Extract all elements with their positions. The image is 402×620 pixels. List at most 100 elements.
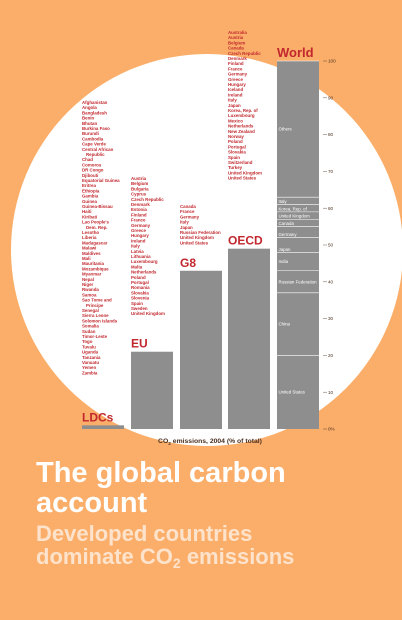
member-country-label: Ethiopia [82,188,100,193]
member-country-label: Italy [131,244,140,249]
member-country-label: Poland [131,275,146,280]
category-label-ldcs: LDCs [82,410,114,424]
member-country-label: Poland [228,139,243,144]
member-country-label: DR Congo [82,168,104,173]
bar-ldcs [82,425,124,429]
member-country-label: Cyprus [131,192,147,197]
bar-oecd [228,248,270,429]
member-country-label: Finland [131,212,147,217]
member-country-label: Iceland [228,87,243,92]
bar-world [277,61,319,429]
member-country-label: Djibouti [82,173,98,178]
member-country-label: Denmark [228,56,247,61]
member-country-label: Burkina Faso [82,126,110,131]
member-country-label: Finland [228,61,244,66]
member-country-label: Hungary [228,82,246,87]
member-country-label: Bulgaria [131,186,149,191]
member-country-label: Malta [131,264,143,269]
world-segment-label: Others [279,127,293,132]
member-country-label: Senegal [82,308,99,313]
member-country-label: Cambodia [82,136,104,141]
world-segment-label: Italy [279,199,288,204]
member-country-label: Eritrea [82,183,96,188]
member-country-label: France [228,66,243,71]
member-country-label: Maldives [82,251,101,256]
world-segment-label: China [279,322,291,327]
member-country-label: Samoa [82,292,97,297]
category-label-g8: G8 [180,256,196,270]
member-country-label: United Kingdom [228,170,262,175]
member-country-label: Mozambique [82,266,109,271]
member-country-label: Germany [131,223,151,228]
member-country-label: Italy [180,220,189,225]
member-country-label: United States [180,240,209,245]
y-tick-label: 20 [328,353,334,358]
member-country-label: Luxembourg [131,259,158,264]
member-country-label: Australia [228,30,247,35]
world-segment-label: Russian Federation [279,279,318,284]
member-country-label: Nepal [82,277,94,282]
y-tick-label: 80 [328,132,334,137]
member-country-label: Ireland [131,238,146,243]
member-country-label: Netherlands [228,124,254,129]
member-country-label: United Kingdom [131,311,165,316]
member-country-label: Malawi [82,246,96,251]
member-country-label: Portugal [131,280,149,285]
member-country-label: Luxembourg [228,113,255,118]
member-country-label: Sweden [131,306,148,311]
member-country-label: Canada [180,204,196,209]
member-country-label: Dem. Rep. [86,225,107,230]
member-country-label: Timor-Leste [82,334,108,339]
member-country-label: Italy [228,98,237,103]
member-country-label: Tuvalu [82,344,96,349]
member-country-label: Cape Verde [82,142,106,147]
member-country-label: Latvia [131,249,144,254]
member-country-label: Rwanda [82,287,99,292]
member-country-label: Japan [228,103,241,108]
member-country-label: Germany [180,214,200,219]
member-country-label: Czech Republic [228,51,261,56]
member-country-label: Netherlands [131,270,157,275]
member-country-label: Greece [131,228,146,233]
y-tick-label: 60 [328,206,334,211]
member-country-label: Lithuania [131,254,151,259]
member-country-label: Spain [131,301,143,306]
member-country-label: United States [228,176,257,181]
member-country-label: Mexico [228,118,243,123]
bar-g8 [180,270,222,429]
world-segment-label: India [279,259,289,264]
member-country-label: New Zealand [228,129,255,134]
world-segment-label: Japan [279,247,292,252]
member-country-label: Korea, Rep. of [228,108,258,113]
member-country-label: Kiribati [82,214,97,219]
member-country-label: Slovakia [131,290,149,295]
member-country-label: Germany [228,72,248,77]
y-tick-label: 70 [328,169,334,174]
bar-eu [131,351,173,429]
member-country-label: Haiti [82,209,92,214]
y-tick-label: 0% [328,427,335,432]
member-country-label: Ireland [228,92,243,97]
member-country-label: Afghanistan [82,100,108,105]
member-country-label: Sierra Leone [82,313,109,318]
member-country-label: Mali [82,256,91,261]
member-country-label: Denmark [131,202,150,207]
world-segment-label: United Kingdom [279,214,311,219]
member-country-label: Guinea [82,199,97,204]
member-country-label: Comoros [82,162,102,167]
y-tick-label: 30 [328,316,334,321]
member-country-label: Estonia [131,207,147,212]
member-country-label: Japan [180,225,193,230]
member-country-label: Madagascar [82,240,108,245]
poster-title-line2: account [36,487,148,519]
member-country-label: Slovakia [228,150,246,155]
world-segment-label: Canada [279,221,295,226]
world-segment-label: Germany [279,232,298,237]
member-country-label: Norway [228,134,244,139]
member-country-label: Yemen [82,365,96,370]
category-label-oecd: OECD [228,234,263,248]
member-country-label: Bangladesh [82,110,107,115]
category-label-world: World [277,45,314,60]
member-country-label: Belgium [131,181,148,186]
